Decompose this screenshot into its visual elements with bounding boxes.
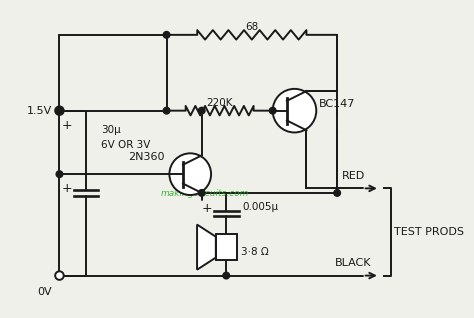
Circle shape: [163, 107, 170, 114]
Text: BC147: BC147: [319, 99, 356, 109]
Text: +: +: [201, 202, 212, 215]
Text: 0V: 0V: [37, 287, 52, 297]
Circle shape: [199, 107, 205, 114]
Circle shape: [199, 190, 205, 196]
Circle shape: [163, 31, 170, 38]
Circle shape: [223, 272, 229, 279]
Text: +: +: [61, 182, 72, 195]
Text: 68: 68: [245, 22, 258, 32]
Text: BLACK: BLACK: [335, 258, 372, 268]
Circle shape: [273, 89, 316, 133]
Text: 3·8 Ω: 3·8 Ω: [241, 247, 269, 257]
Circle shape: [334, 190, 340, 196]
Circle shape: [56, 171, 63, 177]
Text: 0.005μ: 0.005μ: [242, 202, 279, 212]
Text: +: +: [61, 119, 72, 132]
Text: 30μ: 30μ: [101, 125, 121, 135]
Text: 1.5V: 1.5V: [27, 106, 52, 116]
Text: 2N360: 2N360: [128, 153, 164, 162]
Polygon shape: [197, 225, 216, 270]
Text: TEST PRODS: TEST PRODS: [394, 227, 464, 237]
Bar: [216, 234, 237, 260]
Text: 220K: 220K: [206, 98, 233, 108]
Text: RED: RED: [342, 171, 365, 181]
Text: makingcircuits.com: makingcircuits.com: [160, 189, 249, 197]
Circle shape: [269, 107, 276, 114]
Circle shape: [55, 271, 64, 280]
Text: 6V OR 3V: 6V OR 3V: [101, 140, 151, 150]
Circle shape: [169, 153, 211, 195]
Circle shape: [56, 107, 63, 114]
Circle shape: [55, 107, 64, 115]
